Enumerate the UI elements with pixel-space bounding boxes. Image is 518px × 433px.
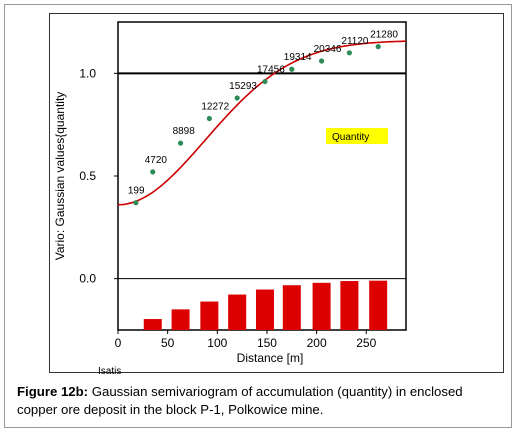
- legend-swatch: [326, 128, 388, 144]
- y-axis-label: Vario: Gaussian values{quantity: [53, 92, 67, 261]
- figure-frame: 0.0 0.5 1.0 0 50 100 150 200 250 Distance [m] Vari…: [4, 4, 512, 428]
- experimental-point: [318, 58, 325, 64]
- x-tick-label: 250: [356, 336, 376, 350]
- semivariogram-chart: 0.0 0.5 1.0 0 50 100 150 200 250 Distance [m] Vari…: [53, 21, 407, 365]
- software-label: Isatis: [98, 366, 122, 377]
- x-tick-label: 0: [115, 336, 122, 350]
- experimental-point: [177, 140, 184, 146]
- pair-count-label: 4720: [145, 155, 168, 166]
- pair-count-label: 12272: [201, 102, 229, 113]
- y-tick-label: 1.0: [79, 66, 96, 80]
- pair-count-label: 8898: [173, 126, 196, 137]
- pair-count-label: 21280: [370, 30, 398, 41]
- pair-count-bar: [228, 294, 247, 330]
- y-tick-label: 0.0: [79, 272, 96, 286]
- legend-label: Quantity: [332, 132, 369, 143]
- experimental-point: [150, 169, 156, 175]
- pair-count-bar: [282, 285, 301, 330]
- pair-count-bar: [143, 319, 162, 330]
- x-tick-label: 100: [207, 336, 227, 350]
- pair-count-bar: [340, 281, 359, 330]
- x-tick-label: 150: [257, 336, 277, 350]
- x-axis-label: Distance [m]: [237, 351, 304, 365]
- experimental-point: [234, 95, 240, 101]
- y-tick-label: 0.5: [79, 169, 96, 183]
- pair-count-label: 21120: [341, 36, 369, 47]
- pair-count-label: 19314: [284, 52, 312, 63]
- pair-count-bar: [200, 301, 219, 330]
- pair-count-bar: [255, 289, 274, 330]
- experimental-point: [289, 66, 295, 72]
- x-tick-label: 200: [307, 336, 327, 350]
- pair-count-label: 20346: [314, 44, 342, 55]
- pair-count-bar: [312, 282, 331, 330]
- model-curve: [118, 40, 406, 206]
- experimental-point: [133, 200, 139, 206]
- pair-count-bar: [369, 280, 388, 330]
- experimental-point: [206, 115, 212, 122]
- pair-count-bar: [171, 309, 190, 330]
- experimental-point: [262, 78, 268, 85]
- pair-count-label: 15293: [229, 81, 257, 92]
- figure-caption: Figure 12b: Gaussian semivariogram of ac…: [17, 383, 503, 419]
- plot-area: 0.0 0.5 1.0 0 50 100 150 200 250 Distance [m] Vari…: [49, 13, 504, 377]
- caption-text: Gaussian semivariogram of accumulation (…: [17, 384, 463, 417]
- pair-count-label: 17456: [257, 65, 285, 76]
- pair-count-label: 199: [128, 186, 145, 197]
- experimental-point: [346, 50, 352, 56]
- x-tick-label: 50: [161, 336, 175, 350]
- experimental-point: [375, 44, 381, 50]
- caption-label: Figure 12b:: [17, 384, 89, 399]
